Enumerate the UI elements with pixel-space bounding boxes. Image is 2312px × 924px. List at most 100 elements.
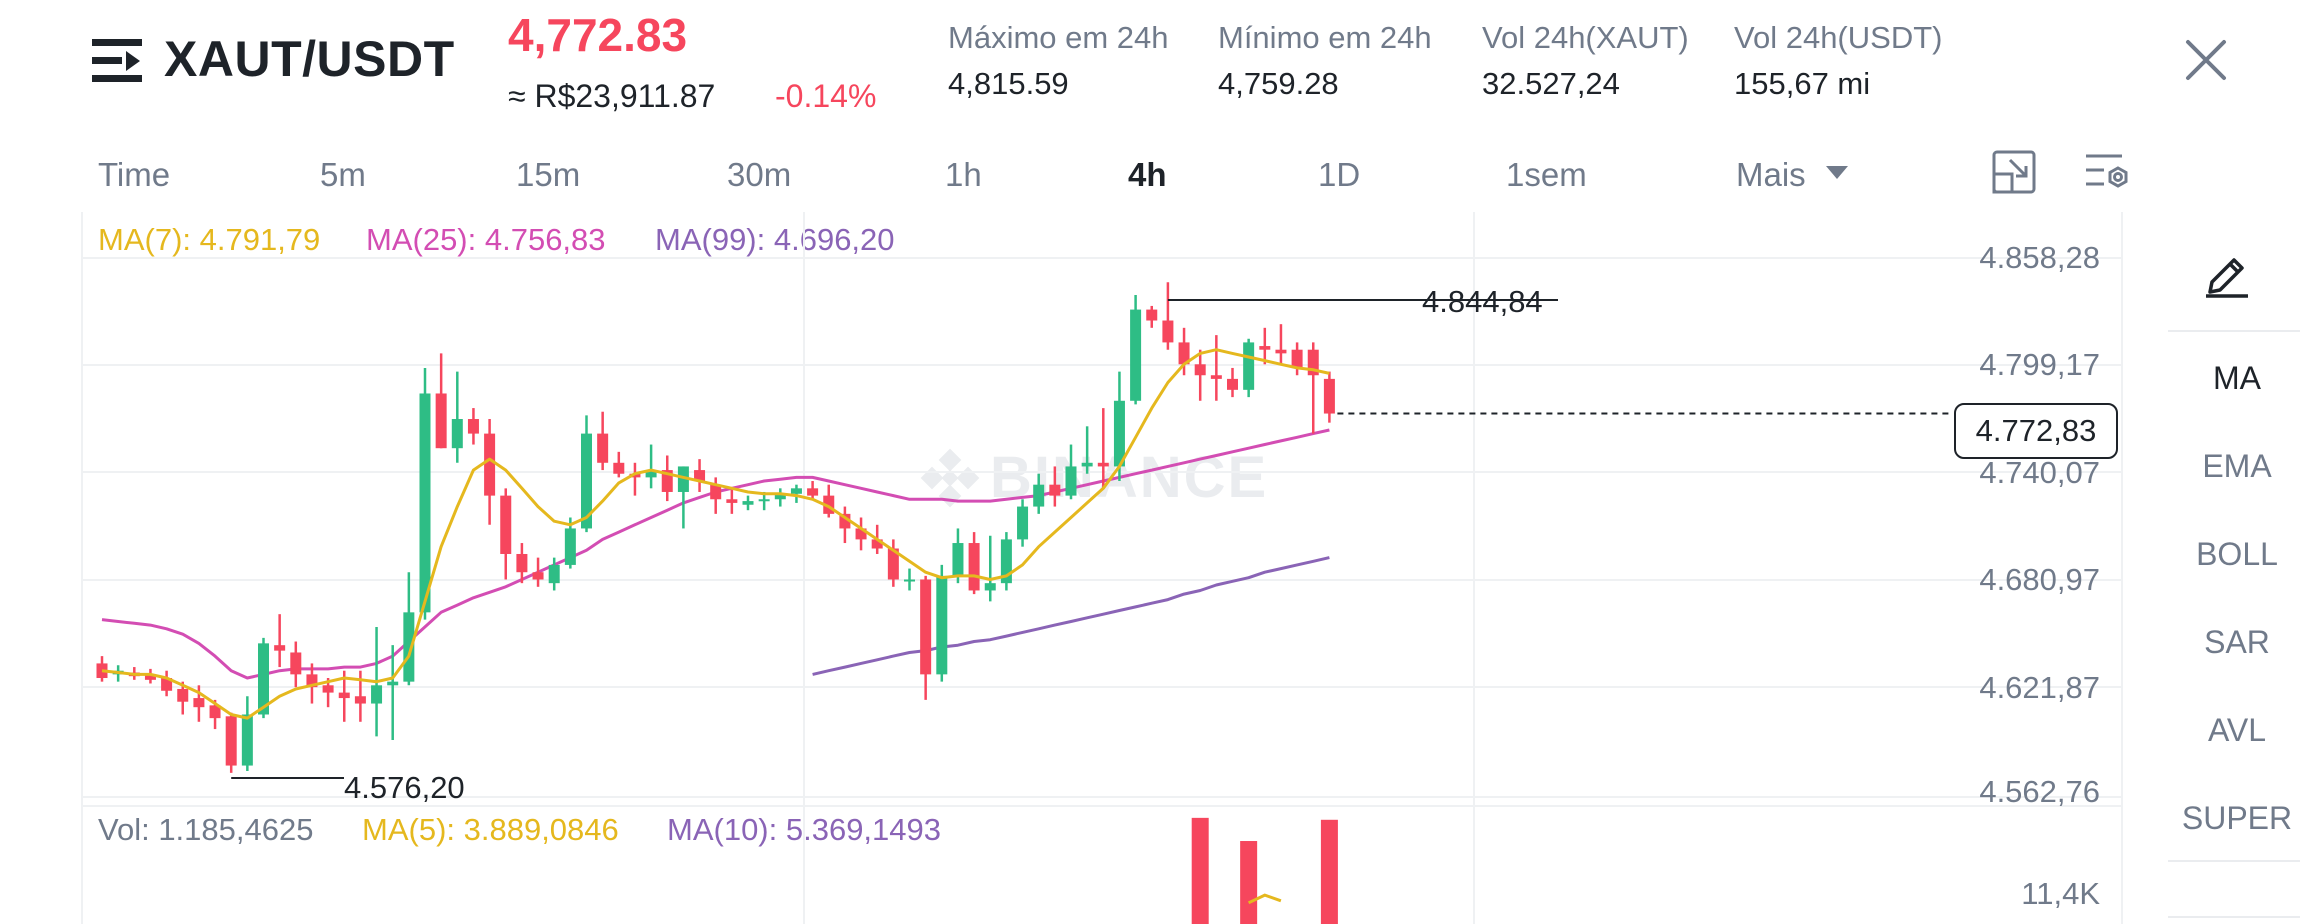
candle-body xyxy=(790,488,802,494)
candle-body xyxy=(241,714,253,766)
candle-body xyxy=(661,470,673,492)
candle-body xyxy=(1194,364,1206,376)
volume-bar xyxy=(1191,817,1209,924)
stat-vol-base-label: Vol 24h(XAUT) xyxy=(1482,20,1689,55)
candles xyxy=(96,282,1335,773)
candle-body xyxy=(1065,466,1077,496)
indicator-super[interactable]: SUPER xyxy=(2181,800,2293,836)
candle-body xyxy=(694,470,706,482)
volume-legend: Vol: 1.185,4625 xyxy=(98,812,314,847)
candle-body xyxy=(1130,309,1142,401)
caret-down-icon[interactable] xyxy=(1826,166,1848,180)
candle-body xyxy=(710,484,722,500)
candle-body xyxy=(532,572,544,580)
candle-body xyxy=(1259,346,1271,350)
tab-4h[interactable]: 4h xyxy=(1128,156,1167,193)
candle-body xyxy=(225,716,237,766)
stat-high-value: 4,815.59 xyxy=(948,66,1069,101)
indicator-avl[interactable]: AVL xyxy=(2207,712,2267,748)
candle-body xyxy=(387,681,399,686)
candle-body xyxy=(629,473,641,478)
tab-time[interactable]: Time xyxy=(98,156,171,193)
stat-vol-quote-value: 155,67 mi xyxy=(1734,66,1871,101)
y-axis-label: 4.858,28 xyxy=(1979,240,2100,275)
draw-pencil-icon[interactable] xyxy=(2202,248,2252,298)
candle-body xyxy=(144,674,156,680)
tab-1h[interactable]: 1h xyxy=(945,156,982,193)
candle-body xyxy=(354,696,366,704)
candle-body xyxy=(1323,378,1335,414)
candle-body xyxy=(1097,462,1109,467)
indicator-ema[interactable]: EMA xyxy=(2202,448,2272,484)
tab-1d[interactable]: 1D xyxy=(1318,156,1361,193)
candle-body xyxy=(1049,484,1061,496)
candle-body xyxy=(516,553,528,573)
tab-1sem[interactable]: 1sem xyxy=(1506,156,1587,193)
candle-body xyxy=(871,539,883,549)
candle-body xyxy=(742,501,754,505)
candle-body xyxy=(1017,506,1029,540)
candle-body xyxy=(403,612,415,682)
indicator-boll[interactable]: BOLL xyxy=(2196,536,2278,572)
candle-body xyxy=(258,643,269,715)
candle-body xyxy=(451,419,463,449)
sidebar-divider xyxy=(2168,330,2300,332)
y-axis-label: 4.680,97 xyxy=(1979,562,2100,597)
candle-body xyxy=(209,705,221,719)
tab-15m[interactable]: 15m xyxy=(516,156,581,193)
volume-axis-label: 11,4K xyxy=(2021,876,2100,911)
ma25-path xyxy=(101,428,1330,680)
candle-body xyxy=(322,685,334,693)
ma7-line xyxy=(101,348,1330,720)
close-icon[interactable] xyxy=(2182,36,2230,84)
pair-title[interactable]: XAUT/USDT xyxy=(164,31,455,87)
candle-body xyxy=(968,543,980,591)
volume-bar xyxy=(1240,841,1258,924)
menu-icon[interactable] xyxy=(92,37,144,85)
change-percent: -0.14% xyxy=(775,78,877,114)
tab-more[interactable]: Mais xyxy=(1736,156,1806,193)
candle-body xyxy=(484,433,496,496)
candle-body xyxy=(1275,349,1287,354)
candle-body xyxy=(1081,462,1093,467)
chart-settings-icon[interactable] xyxy=(2082,148,2132,198)
volume-ma5-legend: MA(5): 3.889,0846 xyxy=(362,812,619,847)
candle-body xyxy=(807,488,819,496)
candle-body xyxy=(548,564,560,584)
candle-body xyxy=(1000,539,1012,584)
candle-body xyxy=(193,698,205,708)
candle-body xyxy=(1227,378,1238,390)
current-price-tag: 4.772,83 xyxy=(1954,403,2118,459)
ma99-line xyxy=(812,556,1330,676)
indicator-sar[interactable]: SAR xyxy=(2204,624,2270,660)
sidebar-divider xyxy=(2168,860,2300,862)
candle-body xyxy=(904,579,915,582)
candle-body xyxy=(1291,349,1303,368)
chart-expand-icon[interactable] xyxy=(1990,148,2040,198)
candle-body xyxy=(177,688,189,702)
candle-body xyxy=(1113,400,1125,467)
candle-body xyxy=(467,419,479,434)
tab-5m[interactable]: 5m xyxy=(320,156,366,193)
indicator-ma[interactable]: MA xyxy=(2213,360,2261,396)
sidebar-divider xyxy=(2168,916,2300,918)
stat-low-value: 4,759.28 xyxy=(1218,66,1339,101)
candle-body xyxy=(338,692,350,699)
candle-body xyxy=(500,495,512,554)
volume-bars xyxy=(1191,817,1338,924)
y-axis-label: 4.562,76 xyxy=(1979,774,2100,809)
y-axis-label: 4.799,17 xyxy=(1979,347,2100,382)
candle-body xyxy=(1178,342,1190,365)
price-markers xyxy=(231,299,1952,779)
candle-body xyxy=(887,548,899,580)
candle-body xyxy=(1243,342,1255,390)
tab-30m[interactable]: 30m xyxy=(727,156,792,193)
candle-body xyxy=(677,466,689,492)
stat-high-label: Máximo em 24h xyxy=(948,20,1169,55)
candle-body xyxy=(726,499,738,503)
candle-body xyxy=(984,583,996,591)
candle-body xyxy=(1033,484,1045,507)
volume-ma5-path xyxy=(1247,893,1282,905)
candle-body xyxy=(758,499,770,502)
